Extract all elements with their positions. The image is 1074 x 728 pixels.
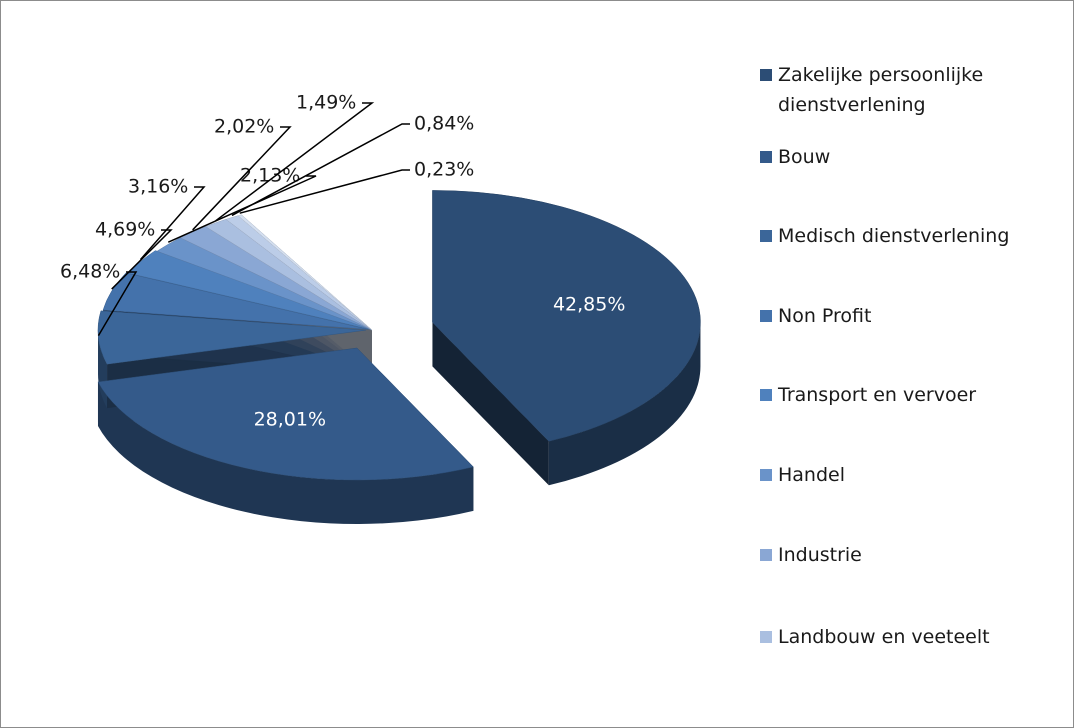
data-label: 6,48%: [60, 261, 120, 283]
pie-slice: [97, 310, 367, 365]
data-label: 1,49%: [296, 92, 356, 114]
leader-line: [139, 186, 206, 260]
legend-swatch: [760, 310, 772, 322]
data-label: 28,01%: [254, 408, 326, 430]
legend-item: Landbouw en veeteelt: [760, 622, 1060, 652]
pie-tops: [97, 190, 701, 481]
legend-label: Industrie: [778, 544, 862, 566]
legend-item: Handel: [760, 460, 1060, 490]
legend-swatch: [760, 230, 772, 242]
legend-item: Transport en vervoer: [760, 380, 1060, 410]
leader-line: [231, 123, 410, 217]
leader-line: [192, 126, 292, 231]
pie-slice: [237, 214, 373, 331]
data-label: 42,85%: [553, 293, 625, 315]
legend-label: Bouw: [778, 146, 831, 168]
legend-swatch: [760, 549, 772, 561]
slice-edge: [97, 381, 474, 524]
legend-item: Zakelijke persoonlijke dienstverlening: [760, 60, 1060, 120]
pie-slice: [432, 190, 701, 442]
legend-label: Landbouw en veeteelt: [778, 626, 990, 648]
data-label: 2,13%: [240, 165, 300, 187]
leader-line: [239, 169, 410, 214]
legend-swatch: [760, 69, 772, 81]
legend-item: Industrie: [760, 540, 1060, 570]
legend-swatch: [760, 389, 772, 401]
legend-swatch: [760, 151, 772, 163]
legend-label: Non Profit: [778, 305, 872, 327]
legend-label: Medisch dienstverlening: [778, 225, 1010, 247]
legend-swatch: [760, 469, 772, 481]
data-label: 0,23%: [414, 159, 474, 181]
legend-item: Medisch dienstverlening: [760, 221, 1060, 251]
data-label: 3,16%: [128, 176, 188, 198]
legend-label: Transport en vervoer: [778, 384, 977, 406]
legend-item: Non Profit: [760, 301, 1060, 331]
pie-slice: [102, 272, 369, 330]
labels: 42,85% 28,01% 6,48% 4,69% 3,16% 2,13% 2,02% 1,4…: [60, 92, 625, 431]
legend-label: Handel: [778, 464, 846, 486]
data-label: 0,84%: [414, 113, 474, 135]
slice-edge: [548, 322, 701, 486]
legend-item: Bouw: [760, 142, 1060, 172]
legend-swatch: [760, 631, 772, 643]
slice-side: [432, 322, 549, 486]
leader-line: [215, 102, 375, 222]
pie-slice: [97, 347, 474, 481]
data-label: 4,69%: [95, 219, 155, 241]
leader-line: [111, 229, 173, 290]
data-label: 2,02%: [214, 116, 274, 138]
legend-label: Zakelijke persoonlijke dienstverlening: [778, 64, 984, 116]
